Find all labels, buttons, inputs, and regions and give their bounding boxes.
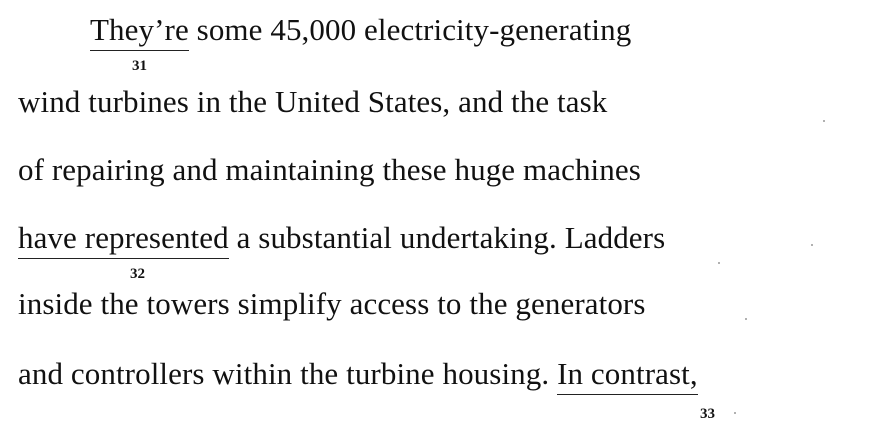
passage-line-4: have represented a substantial undertaki… [18, 220, 666, 259]
underlined-phrase-33[interactable]: In contrast, [557, 356, 698, 395]
passage-line-2: wind turbines in the United States, and … [18, 84, 608, 119]
line-6-text: and controllers within the turbine housi… [18, 356, 558, 391]
underlined-phrase-32[interactable]: have represented [18, 220, 229, 259]
question-number-31: 31 [132, 58, 147, 74]
scan-speck [811, 244, 813, 246]
passage-line-3: of repairing and maintaining these huge … [18, 152, 641, 187]
question-number-32: 32 [130, 266, 145, 282]
passage-line-1: They’re some 45,000 electricity-generati… [90, 12, 632, 51]
scan-speck [745, 318, 747, 320]
question-number-33: 33 [700, 406, 715, 422]
underlined-phrase-31[interactable]: They’re [90, 12, 189, 51]
passage-line-5: inside the towers simplify access to the… [18, 286, 646, 321]
scan-speck [734, 412, 736, 414]
line-1-text: some 45,000 electricity-generating [188, 12, 632, 47]
passage-line-6: and controllers within the turbine housi… [18, 356, 698, 395]
line-4-text: a substantial undertaking. Ladders [228, 220, 666, 255]
scan-speck [823, 120, 825, 122]
scan-speck [718, 262, 720, 264]
